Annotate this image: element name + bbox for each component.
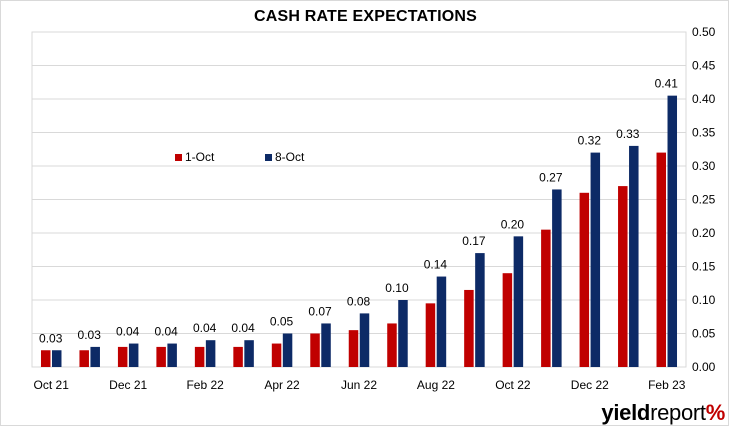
bar-1-oct-feb-23 xyxy=(656,152,667,367)
bar-8-oct-sep-22 xyxy=(475,253,485,367)
data-label: 0.07 xyxy=(308,304,332,318)
data-label: 0.03 xyxy=(39,331,63,345)
bar-1-oct-oct-21 xyxy=(40,350,51,367)
data-labels: 0.03 0.03 0.04 0.04 0.04 0.04 0.05 0.07 0.08 0.10… xyxy=(39,77,678,346)
bar-1-oct-jun-22 xyxy=(348,330,359,367)
bars xyxy=(40,95,678,368)
data-label: 0.27 xyxy=(539,170,563,184)
legend-label: 8-Oct xyxy=(275,150,305,164)
bar-8-oct-oct-21 xyxy=(51,350,62,367)
bar-1-oct-dec-21 xyxy=(117,346,128,367)
data-label: 0.41 xyxy=(655,77,679,91)
data-label: 0.04 xyxy=(231,321,255,335)
legend-swatch-1-oct xyxy=(175,154,182,161)
bar-1-oct-sep-22 xyxy=(464,289,474,367)
x-tick-label: Oct 21 xyxy=(34,378,70,392)
chart-title: CASH RATE EXPECTATIONS xyxy=(253,8,478,25)
data-label: 0.33 xyxy=(616,127,640,141)
bar-8-oct-jun-22 xyxy=(359,313,370,367)
bar-8-oct-oct-22 xyxy=(513,236,524,367)
bar-1-oct-mar-22 xyxy=(233,346,243,367)
x-tick-label: Dec 21 xyxy=(109,378,147,392)
x-tick-label: Feb 23 xyxy=(648,378,686,392)
bar-1-oct-may-22 xyxy=(310,333,320,367)
data-label: 0.10 xyxy=(385,281,409,295)
percent-icon: % xyxy=(705,400,726,425)
bar-8-oct-apr-22 xyxy=(282,333,293,367)
yieldreport-logo: yieldreport% xyxy=(601,400,725,426)
bar-1-oct-nov-22 xyxy=(541,229,551,367)
bar-8-oct-aug-22 xyxy=(436,276,447,367)
data-label: 0.04 xyxy=(193,321,217,335)
legend: 1-Oct 8-Oct xyxy=(175,150,305,164)
data-label: 0.20 xyxy=(501,217,525,231)
logo-part-report: report xyxy=(650,400,706,425)
y-tick-label: 0.45 xyxy=(692,59,716,73)
y-tick-label: 0.15 xyxy=(692,260,716,274)
bar-1-oct-nov-21 xyxy=(79,350,89,367)
y-tick-label: 0.25 xyxy=(692,193,716,207)
y-tick-label: 0.35 xyxy=(692,126,716,140)
bar-8-oct-feb-22 xyxy=(205,340,216,367)
legend-swatch-8-oct xyxy=(265,154,272,161)
bar-1-oct-jul-22 xyxy=(387,323,397,367)
x-tick-label: Jun 22 xyxy=(341,378,377,392)
bar-1-oct-oct-22 xyxy=(502,273,513,367)
x-tick-label: Aug 22 xyxy=(417,378,455,392)
bar-8-oct-may-22 xyxy=(321,323,331,367)
data-label: 0.14 xyxy=(424,258,448,272)
y-tick-label: 0.10 xyxy=(692,293,716,307)
x-axis-ticks: Oct 21 Dec 21 Feb 22 Apr 22 Jun 22 Aug 22 Oct … xyxy=(34,378,686,392)
bar-1-oct-dec-22 xyxy=(579,192,590,367)
bar-1-oct-apr-22 xyxy=(271,343,282,367)
x-tick-label: Feb 22 xyxy=(186,378,224,392)
y-tick-label: 0.30 xyxy=(692,159,716,173)
bar-1-oct-jan-23 xyxy=(618,186,628,367)
data-label: 0.32 xyxy=(578,134,602,148)
bar-1-oct-feb-22 xyxy=(194,346,205,367)
logo-part-yield: yield xyxy=(601,400,651,425)
data-label: 0.08 xyxy=(347,294,371,308)
data-label: 0.04 xyxy=(116,325,140,339)
y-axis-ticks: 0.00 0.05 0.10 0.15 0.20 0.25 0.30 0.35 0.40 0.45… xyxy=(692,25,716,374)
bar-8-oct-nov-22 xyxy=(552,189,562,367)
bar-8-oct-jan-23 xyxy=(629,145,639,367)
y-tick-label: 0.20 xyxy=(692,226,716,240)
legend-label: 1-Oct xyxy=(185,150,215,164)
y-tick-label: 0.00 xyxy=(692,360,716,374)
bar-1-oct-jan-22 xyxy=(156,346,166,367)
data-label: 0.03 xyxy=(78,328,102,342)
bar-8-oct-feb-23 xyxy=(667,95,678,368)
bar-8-oct-mar-22 xyxy=(244,340,254,367)
x-tick-label: Oct 22 xyxy=(495,378,531,392)
bar-1-oct-aug-22 xyxy=(425,303,436,367)
bar-8-oct-jan-22 xyxy=(167,343,177,367)
data-label: 0.04 xyxy=(154,325,178,339)
y-tick-label: 0.50 xyxy=(692,25,716,39)
data-label: 0.05 xyxy=(270,315,294,329)
bar-8-oct-dec-22 xyxy=(590,152,601,367)
y-tick-label: 0.05 xyxy=(692,327,716,341)
y-tick-label: 0.40 xyxy=(692,92,716,106)
bar-8-oct-nov-21 xyxy=(90,346,100,367)
x-tick-label: Dec 22 xyxy=(571,378,609,392)
bar-8-oct-jul-22 xyxy=(398,300,408,367)
data-label: 0.17 xyxy=(462,234,486,248)
bar-8-oct-dec-21 xyxy=(128,343,139,367)
x-tick-label: Apr 22 xyxy=(264,378,300,392)
gridlines xyxy=(31,31,687,368)
